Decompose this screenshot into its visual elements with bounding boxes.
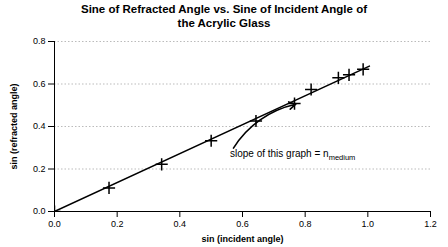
svg-text:0.0: 0.0 — [48, 219, 61, 229]
svg-text:0.8: 0.8 — [33, 36, 46, 46]
svg-text:0.4: 0.4 — [33, 121, 46, 131]
html-text:Sine of Refracted Angle vs. Si: Sine of Refracted Angle vs. Sine of Inci… — [81, 3, 367, 29]
svg-text:0.6: 0.6 — [33, 79, 46, 89]
svg-text:sin (refracted angle): sin (refracted angle) — [9, 83, 19, 169]
svg-text:0.2: 0.2 — [111, 219, 124, 229]
svg-text:1.2: 1.2 — [424, 219, 437, 229]
svg-text:0.6: 0.6 — [236, 219, 249, 229]
svg-text:0.4: 0.4 — [174, 219, 187, 229]
svg-text:0.2: 0.2 — [33, 164, 46, 174]
svg-text:sin (incident angle): sin (incident angle) — [201, 234, 283, 244]
svg-text:0.8: 0.8 — [299, 219, 312, 229]
svg-text:0.0: 0.0 — [33, 206, 46, 216]
svg-text:slope of this graph = nmedium: slope of this graph = nmedium — [230, 148, 355, 162]
svg-text:1.0: 1.0 — [362, 219, 375, 229]
